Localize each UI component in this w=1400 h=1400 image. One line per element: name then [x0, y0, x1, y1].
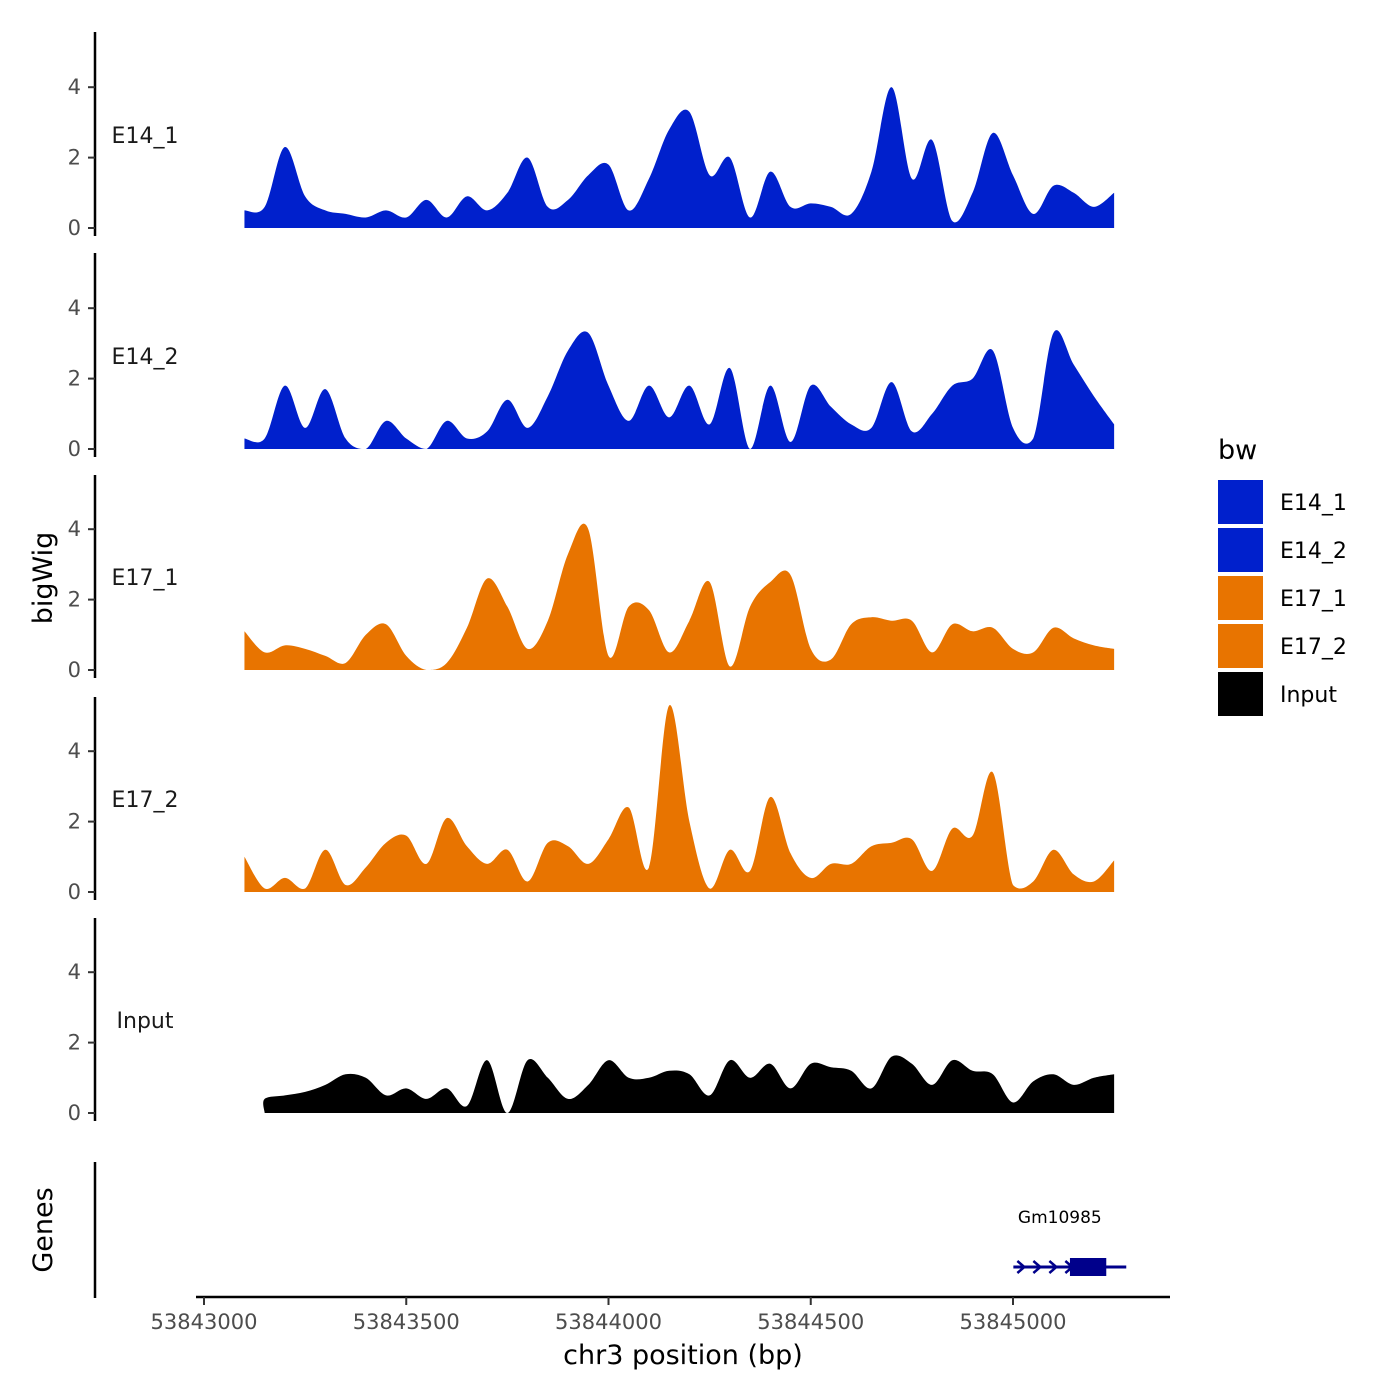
track-label: E14_2 — [112, 345, 179, 370]
gene-label: Gm10985 — [1018, 1208, 1102, 1228]
y-tick-label: 4 — [68, 296, 81, 320]
y-tick-label: 2 — [68, 146, 81, 170]
area-e17_1 — [244, 523, 1115, 670]
legend-label: Input — [1280, 683, 1337, 708]
genes-axis-title: Genes — [28, 1187, 59, 1272]
track-label: Input — [117, 1009, 174, 1034]
legend-swatch — [1218, 480, 1263, 524]
area-e14_1 — [244, 87, 1115, 228]
gene-gm10985: Gm10985 — [1013, 1208, 1127, 1276]
y-tick-label: 2 — [68, 367, 81, 391]
y-tick-label: 4 — [68, 739, 81, 763]
y-tick-label: 2 — [68, 1031, 81, 1055]
y-tick-label: 4 — [68, 75, 81, 99]
track-label: E14_1 — [112, 124, 179, 149]
legend-swatch — [1218, 576, 1263, 620]
strand-arrow — [1016, 1260, 1027, 1274]
x-tick-label: 53844000 — [555, 1310, 662, 1334]
legend-entry-e14_1: E14_1 — [1218, 480, 1347, 524]
y-axis-title: bigWig — [28, 532, 59, 625]
legend-title: bw — [1218, 435, 1257, 466]
track-e14_2: 0 2 4 E14_2 — [68, 253, 1115, 461]
y-tick-label: 0 — [68, 658, 81, 682]
x-axis: 53843000 53843500 53844000 53844500 53845000 — [151, 1295, 1170, 1334]
y-tick-label: 0 — [68, 880, 81, 904]
legend-entry-e14_2: E14_2 — [1218, 528, 1347, 572]
track-e17_1: 0 2 4 E17_1 — [68, 475, 1115, 682]
x-axis-title: chr3 position (bp) — [563, 1340, 803, 1371]
legend-entry-input: Input — [1218, 672, 1337, 716]
x-tick-label: 53844500 — [757, 1310, 864, 1334]
legend-entry-e17_2: E17_2 — [1218, 624, 1347, 668]
x-tick-label: 53843000 — [151, 1310, 258, 1334]
y-tick-label: 4 — [68, 960, 81, 984]
legend-swatch — [1218, 528, 1263, 572]
legend-label: E14_1 — [1280, 491, 1347, 516]
y-tick-label: 0 — [68, 437, 81, 461]
legend-swatch — [1218, 624, 1263, 668]
legend-entry-e17_1: E17_1 — [1218, 576, 1347, 620]
y-tick-label: 0 — [68, 216, 81, 240]
legend-label: E14_2 — [1280, 539, 1347, 564]
x-tick-label: 53843500 — [353, 1310, 460, 1334]
x-tick-label: 53845000 — [960, 1310, 1067, 1334]
strand-arrow — [1048, 1260, 1059, 1274]
track-input: 0 2 4 Input — [68, 918, 1115, 1125]
legend-label: E17_1 — [1280, 587, 1347, 612]
gene-track: Gm10985 — [93, 1162, 1127, 1298]
track-e17_2: 0 2 4 E17_2 — [68, 697, 1115, 904]
track-label: E17_2 — [112, 788, 179, 813]
y-tick-label: 4 — [68, 517, 81, 541]
area-e17_2 — [244, 704, 1115, 892]
legend: bw E14_1 E14_2 E17_1 E17_2 Input — [1218, 435, 1347, 716]
signal-tracks: 0 2 4 E14_1 0 2 4 E14_2 0 2 4 E17_1 0 2 4 E17_2 0 2 4 Input — [68, 32, 1115, 1125]
track-e14_1: 0 2 4 E14_1 — [68, 32, 1115, 240]
area-e14_2 — [244, 330, 1115, 449]
legend-label: E17_2 — [1280, 635, 1347, 660]
gene-exon — [1069, 1258, 1107, 1276]
strand-arrow — [1032, 1260, 1043, 1274]
y-tick-label: 2 — [68, 588, 81, 612]
y-tick-label: 2 — [68, 810, 81, 834]
track-label: E17_1 — [112, 566, 179, 591]
area-input — [263, 1055, 1115, 1113]
legend-swatch — [1218, 672, 1263, 716]
y-tick-label: 0 — [68, 1101, 81, 1125]
